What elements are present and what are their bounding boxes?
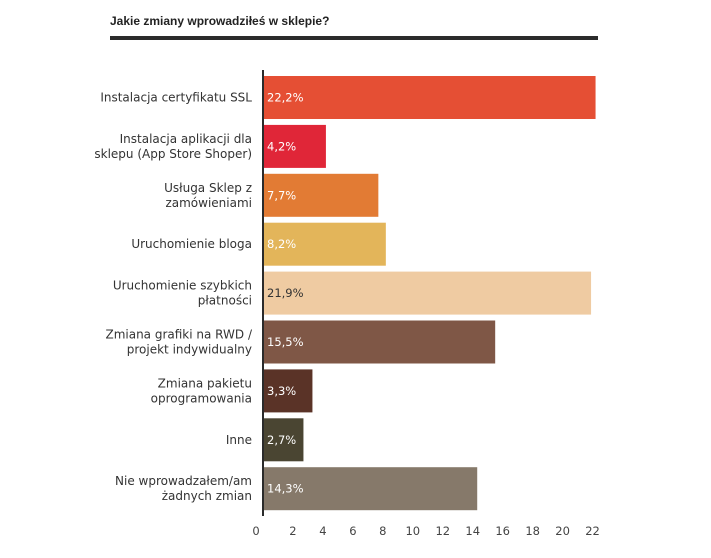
x-tick-label: 6 bbox=[349, 524, 356, 538]
category-label: Usługa Sklep z bbox=[164, 181, 252, 195]
bar bbox=[263, 320, 496, 364]
category-label: płatności bbox=[198, 294, 252, 308]
bar bbox=[263, 369, 313, 413]
category-label: projekt indywidualny bbox=[127, 343, 252, 357]
data-label: 21,9% bbox=[267, 286, 304, 300]
category-label: Nie wprowadzałem/am bbox=[115, 474, 252, 488]
x-tick-label: 12 bbox=[435, 524, 450, 538]
bar bbox=[263, 173, 379, 217]
data-label: 15,5% bbox=[267, 335, 304, 349]
bar bbox=[263, 124, 326, 168]
x-tick-label: 0 bbox=[252, 524, 259, 538]
x-tick-label: 22 bbox=[585, 524, 600, 538]
category-label: Zmiana grafiki na RWD / bbox=[105, 328, 252, 342]
category-label: Instalacja certyfikatu SSL bbox=[100, 91, 252, 105]
bar bbox=[263, 76, 596, 119]
data-label: 7,7% bbox=[267, 188, 296, 202]
category-label: żadnych zmian bbox=[162, 489, 252, 503]
bar bbox=[263, 222, 386, 266]
bar bbox=[263, 418, 304, 462]
x-tick-label: 18 bbox=[525, 524, 540, 538]
category-label: Inne bbox=[226, 433, 252, 447]
title-rule bbox=[110, 36, 598, 40]
data-label: 4,2% bbox=[267, 139, 296, 153]
category-label: oprogramowania bbox=[151, 391, 252, 405]
category-label: Zmiana pakietu bbox=[158, 376, 252, 390]
category-label: Uruchomienie szybkich bbox=[113, 279, 252, 293]
x-tick-label: 4 bbox=[319, 524, 326, 538]
chart-title: Jakie zmiany wprowadziłeś w sklepie? bbox=[110, 14, 330, 28]
x-tick-label: 14 bbox=[465, 524, 480, 538]
category-label: Instalacja aplikacji dla bbox=[120, 132, 252, 146]
x-tick-label: 10 bbox=[405, 524, 420, 538]
data-label: 8,2% bbox=[267, 237, 296, 251]
data-label: 22,2% bbox=[267, 91, 304, 105]
data-label: 2,7% bbox=[267, 433, 296, 447]
category-label: zamówieniami bbox=[165, 196, 252, 210]
x-tick-label: 8 bbox=[379, 524, 386, 538]
x-tick-label: 2 bbox=[289, 524, 296, 538]
x-tick-label: 16 bbox=[495, 524, 510, 538]
x-tick-label: 20 bbox=[555, 524, 570, 538]
data-label: 14,3% bbox=[267, 482, 304, 496]
category-label: Uruchomienie bloga bbox=[131, 237, 252, 251]
data-label: 3,3% bbox=[267, 384, 296, 398]
bar bbox=[263, 271, 592, 315]
category-label: sklepu (App Store Shoper) bbox=[94, 147, 252, 161]
bar bbox=[263, 467, 478, 511]
